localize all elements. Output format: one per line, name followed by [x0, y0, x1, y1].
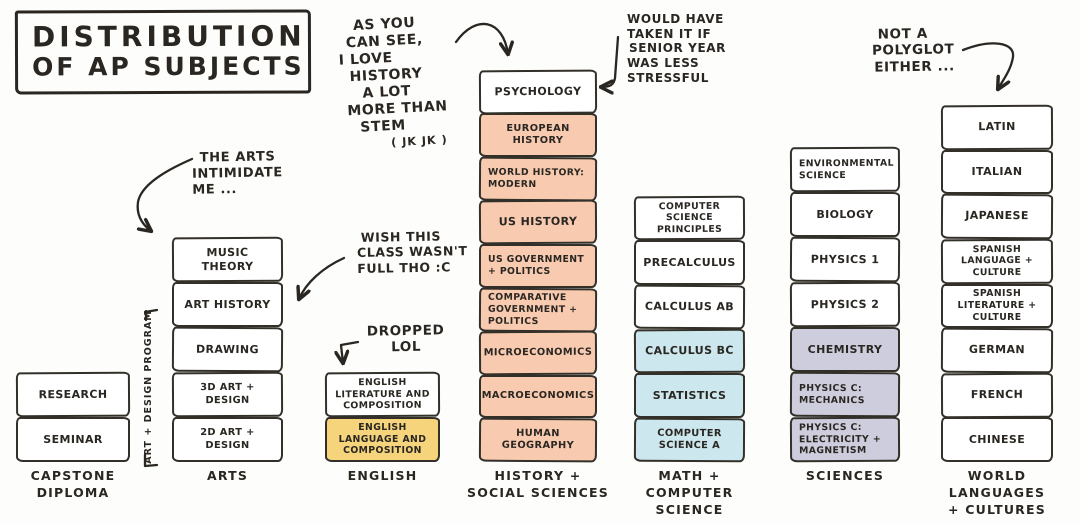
course-box-sciences-3: PHYSICS 2: [789, 281, 901, 328]
note-line: EITHER ...: [874, 58, 955, 76]
note-dropped: DROPPED LOL: [367, 322, 445, 356]
note-wish-full: WISH THIS CLASS WASN'T FULL THO :C: [357, 228, 468, 276]
note-line: SENIOR YEAR: [629, 41, 726, 56]
note-line: THE ARTS: [199, 149, 276, 166]
course-box-arts-4: 2D ART + DESIGN: [172, 417, 283, 462]
course-box-history-0: PSYCHOLOGY: [478, 69, 598, 114]
stack-math: COMPUTER SCIENCE PRINCIPLES PRECALCULUS CA…: [633, 195, 746, 463]
course-box-english-1: ENGLISH LANGUAGE AND COMPOSITION: [325, 417, 440, 462]
course-box-math-5: COMPUTER SCIENCE A: [633, 417, 746, 463]
arrow-dropped-to-english-lit: [341, 340, 360, 363]
course-box-sciences-5: PHYSICS C: MECHANICS: [789, 371, 901, 418]
course-box-math-1: PRECALCULUS: [634, 240, 745, 285]
course-box-arts-2: DRAWING: [171, 326, 284, 373]
category-label-line: ARTS: [206, 468, 249, 483]
course-box-languages-1: ITALIAN: [941, 149, 1053, 195]
stack-languages: LATIN ITALIAN JAPANESE SPANISH LANGUAGE + C…: [940, 104, 1054, 462]
stack-english: ENGLISH LITERATURE AND COMPOSITION ENGLIS…: [324, 371, 441, 462]
course-box-sciences-6: PHYSICS C: ELECTRICITY + MAGNETISM: [789, 416, 901, 463]
page-title: DISTRIBUTION OF AP SUBJECTS: [14, 9, 312, 95]
category-label-line: SOCIAL SCIENCES: [467, 484, 609, 500]
title-line-2: OF AP SUBJECTS: [32, 51, 305, 82]
course-box-history-4: US GOVERNMENT + POLITICS: [479, 243, 597, 288]
course-box-languages-5: GERMAN: [940, 327, 1054, 374]
category-label-english: ENGLISH: [303, 468, 463, 485]
arrow-polyglot-to-languages: [961, 42, 1015, 89]
note-line: NOT A: [877, 25, 928, 43]
note-line: FULL THO :C: [357, 258, 452, 276]
course-box-arts-1: ART HISTORY: [172, 282, 283, 327]
category-label-line: CAPSTONE DIPLOMA: [30, 468, 116, 500]
course-box-arts-0: MUSIC THEORY: [171, 236, 284, 283]
note-would-have: WOULD HAVE TAKEN IT IF SENIOR YEAR WAS LESS…: [627, 12, 726, 85]
course-box-languages-3: SPANISH LANGUAGE + CULTURE: [940, 238, 1054, 284]
course-box-math-0: COMPUTER SCIENCE PRINCIPLES: [633, 195, 746, 241]
arrow-wish-to-art-history: [299, 256, 346, 299]
category-label-line: MATH +: [658, 468, 721, 483]
note-polyglot: NOT A POLYGLOT EITHER ...: [872, 25, 955, 76]
stack-sciences: ENVIRONMENTAL SCIENCE BIOLOGY PHYSICS 1 PHY…: [789, 146, 901, 463]
note-line: ME ...: [192, 181, 238, 198]
arrow-love-history-to-psychology: [454, 22, 508, 54]
course-box-history-2: WORLD HISTORY: MODERN: [478, 156, 598, 201]
category-label-arts: ARTS: [148, 468, 308, 485]
course-box-languages-4: SPANISH LITERATURE + CULTURE: [941, 283, 1053, 329]
course-box-languages-7: CHINESE: [941, 417, 1053, 462]
note-line: WOULD HAVE: [627, 12, 724, 26]
category-label-languages: WORLD LANGUAGES + CULTURES: [917, 468, 1077, 519]
note-line: CLASS WASN'T: [356, 243, 468, 261]
note-line: WAS LESS: [627, 55, 700, 70]
title-line-1: DISTRIBUTION: [31, 19, 306, 54]
course-box-math-2: CALCULUS AB: [633, 284, 746, 330]
course-box-capstone-0: RESEARCH: [15, 371, 131, 418]
category-label-line: WORLD LANGUAGES: [948, 468, 1046, 500]
note-line: TAKEN IT IF: [627, 26, 712, 41]
course-box-history-7: MACROECONOMICS: [479, 374, 597, 419]
note-line: POLYGLOT: [871, 41, 955, 60]
course-box-history-3: US HISTORY: [478, 200, 598, 245]
course-box-math-3: CALCULUS BC: [633, 328, 746, 374]
course-box-history-5: COMPARATIVE GOVERNMENT + POLITICS: [478, 287, 598, 332]
course-box-languages-6: FRENCH: [940, 372, 1054, 418]
arrow-arts-intimidate-to-arts: [136, 157, 194, 231]
category-label-history: HISTORY + SOCIAL SCIENCES: [458, 468, 618, 502]
stack-capstone: RESEARCH SEMINAR: [15, 371, 131, 462]
category-label-line: COMPUTER SCIENCE: [645, 484, 734, 517]
course-box-sciences-4: CHEMISTRY: [790, 327, 900, 372]
course-box-capstone-1: SEMINAR: [16, 417, 130, 462]
category-label-math: MATH + COMPUTER SCIENCE: [610, 468, 770, 519]
course-box-history-6: MICROECONOMICS: [478, 330, 598, 376]
stack-arts: MUSIC THEORY ART HISTORY DRAWING 3D ART + D…: [171, 236, 284, 462]
note-line: LOL: [391, 339, 422, 356]
art-design-program-label: ART + DESIGN PROGRAM: [142, 310, 154, 464]
note-line: INTIMIDATE: [191, 165, 283, 182]
category-label-line: SCIENCES: [805, 468, 885, 483]
category-label-line: + CULTURES: [948, 501, 1046, 517]
note-line: STRESSFUL: [627, 70, 709, 85]
stack-history: PSYCHOLOGY EUROPEAN HISTORY WORLD HISTORY:…: [478, 69, 598, 463]
course-box-english-0: ENGLISH LITERATURE AND COMPOSITION: [324, 371, 441, 418]
note-line: DROPPED: [366, 322, 445, 340]
note-line: ( jk jk ): [390, 132, 448, 149]
arrow-would-have-to-psychology: [601, 35, 620, 87]
category-label-line: ENGLISH: [347, 468, 418, 483]
note-love-history: AS YOU CAN SEE, I LOVE HISTORY A LOT MORE THA…: [337, 13, 450, 152]
note-arts-intimidate: THE ARTS INTIMIDATE ME ...: [192, 149, 284, 198]
category-label-sciences: SCIENCES: [765, 468, 925, 485]
course-box-sciences-1: BIOLOGY: [790, 192, 900, 237]
category-label-capstone: CAPSTONE DIPLOMA: [0, 468, 153, 502]
course-box-arts-3: 3D ART + DESIGN: [171, 371, 284, 418]
course-box-history-1: EUROPEAN HISTORY: [479, 113, 597, 157]
course-box-history-8: HUMAN GEOGRAPHY: [478, 417, 598, 463]
course-box-languages-0: LATIN: [940, 104, 1054, 151]
course-box-sciences-2: PHYSICS 1: [789, 236, 901, 283]
course-box-languages-2: JAPANESE: [940, 194, 1054, 240]
category-label-line: HISTORY +: [494, 468, 582, 483]
course-box-math-4: STATISTICS: [634, 373, 745, 418]
course-box-sciences-0: ENVIRONMENTAL SCIENCE: [789, 146, 901, 193]
